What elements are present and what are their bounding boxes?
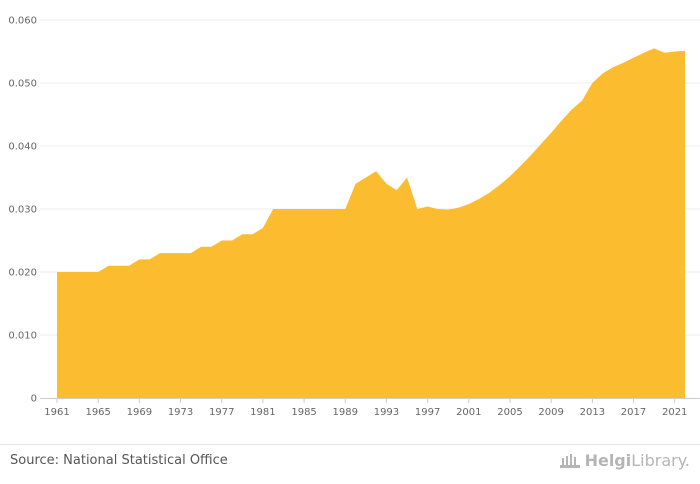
x-tick-label: 1993	[374, 407, 399, 418]
x-tick-label: 1977	[209, 407, 234, 418]
y-tick-label: 0.040	[8, 142, 37, 153]
y-axis-tick-labels: 0 0.010 0.020 0.030 0.040 0.050 0.060	[8, 16, 37, 405]
x-tick-label: 2021	[662, 407, 687, 418]
x-axis	[40, 398, 700, 403]
x-tick-label: 1969	[127, 407, 152, 418]
x-tick-label: 2005	[497, 407, 522, 418]
x-tick-label: 2009	[538, 407, 563, 418]
y-tick-label: 0.030	[8, 205, 37, 216]
x-tick-label: 2001	[456, 407, 481, 418]
data-area	[57, 48, 685, 398]
logo-text: HelgiLibrary.	[585, 451, 690, 470]
x-tick-label: 1965	[85, 407, 110, 418]
x-tick-label: 1973	[168, 407, 193, 418]
x-tick-label: 1961	[44, 407, 69, 418]
x-tick-label: 1989	[333, 407, 358, 418]
y-tick-label: 0.010	[8, 331, 37, 342]
y-tick-label: 0.060	[8, 16, 37, 27]
library-building-icon	[559, 453, 580, 468]
chart: 0 0.010 0.020 0.030 0.040 0.050 0.060 1961 1965…	[8, 16, 700, 418]
logo-text-bold: Helgi	[584, 451, 632, 470]
x-tick-label: 1985	[291, 407, 316, 418]
x-tick-label: 2017	[621, 407, 646, 418]
chart-footer: Source: National Statistical Office Helg…	[0, 444, 700, 484]
y-tick-label: 0.020	[8, 268, 37, 279]
x-tick-label: 1997	[415, 407, 440, 418]
x-tick-label: 1981	[250, 407, 275, 418]
y-tick-label: 0	[31, 394, 37, 405]
helgi-library-logo[interactable]: HelgiLibrary.	[559, 451, 690, 470]
y-tick-label: 0.050	[8, 79, 37, 90]
source-note: Source: National Statistical Office	[10, 453, 228, 468]
x-tick-label: 2013	[580, 407, 605, 418]
logo-text-light: Library.	[631, 451, 690, 470]
x-axis-tick-labels: 1961 1965 1969 1973 1977 1981 1985 1989 1993 1997…	[44, 407, 687, 418]
